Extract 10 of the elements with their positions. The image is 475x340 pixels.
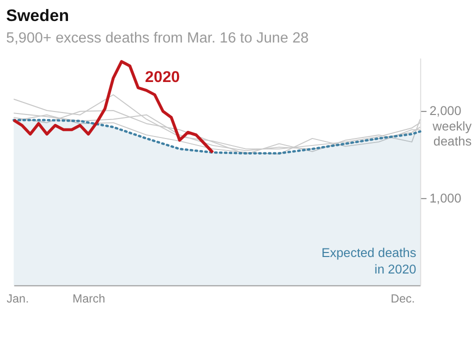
x-tick-label: March [72, 292, 106, 306]
x-tick-label: Jan. [6, 292, 29, 306]
y-tick-label: 2,000 [429, 102, 462, 118]
y-tick-label: 1,000 [429, 190, 462, 206]
y-axis-title: weekly deaths [432, 118, 472, 148]
x-tick-label: Dec. [390, 292, 415, 306]
series-label: Expected deaths in 2020 [321, 244, 416, 277]
chart-title: Sweden [6, 6, 69, 25]
series-label: 2020 [145, 69, 180, 86]
chart-subtitle: 5,900+ excess deaths from Mar. 16 to June 28 [6, 30, 309, 46]
